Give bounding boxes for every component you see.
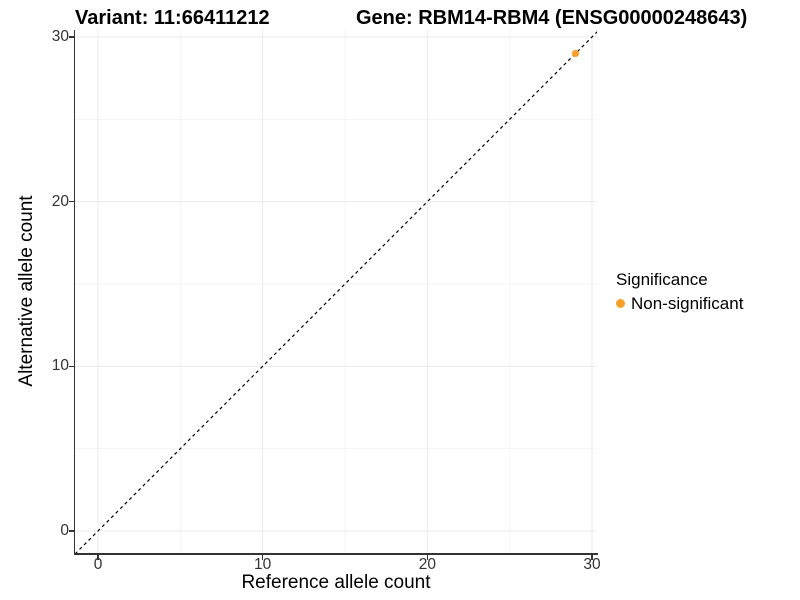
y-tick-label: 10 bbox=[51, 357, 69, 375]
y-axis-line bbox=[73, 30, 75, 555]
y-tick-mark bbox=[68, 530, 74, 532]
x-tick-mark bbox=[261, 554, 264, 560]
legend: Significance Non-significant bbox=[616, 270, 743, 314]
x-tick-label: 0 bbox=[93, 556, 103, 573]
y-tick-label: 20 bbox=[51, 192, 69, 210]
data-point bbox=[571, 49, 580, 58]
legend-item: Non-significant bbox=[616, 293, 743, 314]
x-axis-line bbox=[73, 553, 598, 555]
x-tick-label: 30 bbox=[583, 556, 601, 573]
x-axis-title: Reference allele count bbox=[241, 572, 431, 593]
y-tick-mark bbox=[68, 365, 74, 368]
plot-panel bbox=[75, 30, 597, 553]
x-tick-label: 10 bbox=[254, 556, 272, 573]
x-tick-mark bbox=[426, 554, 429, 560]
plot-title-variant: Variant: 11:66411212 bbox=[75, 7, 270, 29]
y-tick-label: 0 bbox=[60, 522, 69, 539]
y-tick-label: 30 bbox=[51, 27, 69, 45]
x-tick-mark bbox=[591, 554, 593, 560]
legend-point-icon bbox=[616, 299, 625, 308]
plot-title-gene: Gene: RBM14-RBM4 (ENSG00000248643) bbox=[356, 7, 748, 29]
legend-item-label: Non-significant bbox=[631, 294, 744, 313]
identity-reference-line bbox=[75, 31, 597, 553]
y-tick-mark bbox=[68, 200, 74, 203]
x-tick-mark bbox=[97, 554, 99, 560]
x-tick-label: 20 bbox=[418, 556, 436, 573]
legend-title: Significance bbox=[616, 270, 708, 289]
y-tick-mark bbox=[68, 36, 74, 38]
panel-canvas bbox=[75, 30, 597, 553]
